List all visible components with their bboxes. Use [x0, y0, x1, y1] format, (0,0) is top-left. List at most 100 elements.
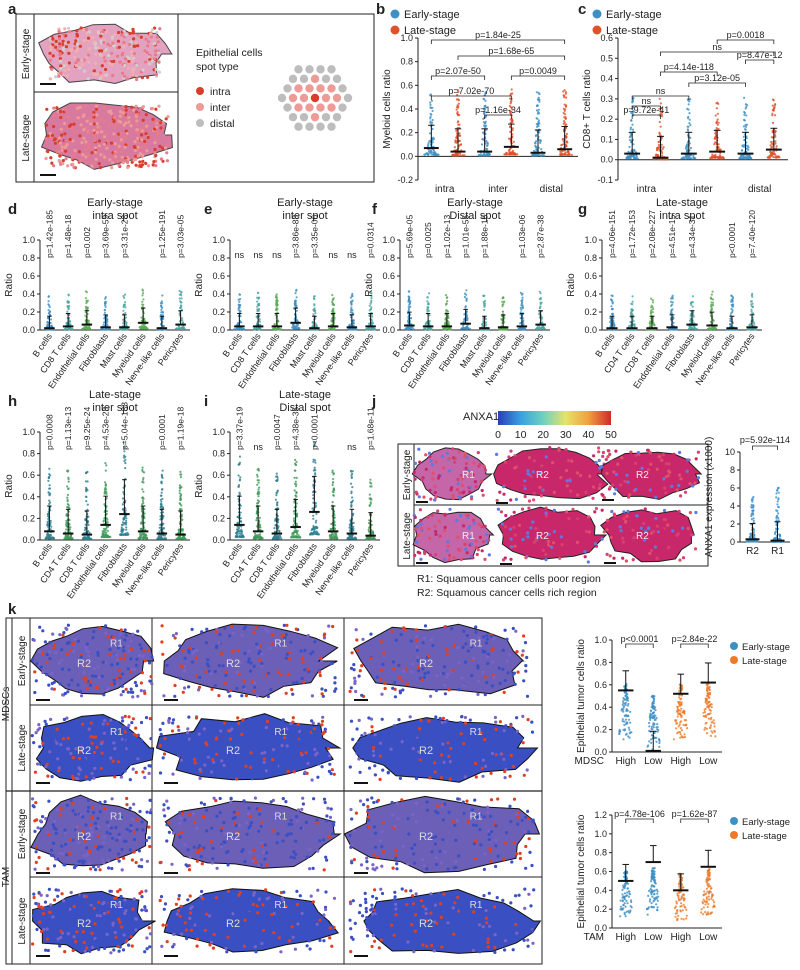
- data-point: [687, 125, 690, 128]
- hex-spot: [327, 65, 336, 74]
- spot: [81, 158, 85, 162]
- data-point: [653, 323, 656, 327]
- data-point: [122, 305, 125, 308]
- data-point: [465, 289, 468, 292]
- data-point: [142, 490, 145, 493]
- data-point: [658, 97, 661, 100]
- data-point: [277, 320, 280, 323]
- data-point: [159, 503, 162, 506]
- data-point: [773, 150, 776, 153]
- data-point: [539, 141, 542, 144]
- spot: [86, 77, 90, 81]
- data-point: [485, 124, 488, 127]
- data-point: [692, 157, 696, 160]
- spot: [110, 35, 114, 40]
- hex-spot: [310, 112, 320, 122]
- spot: [134, 163, 138, 167]
- data-point: [370, 294, 373, 298]
- spot: [140, 133, 144, 137]
- p-value: p=0.0049: [519, 66, 557, 76]
- spot: [132, 108, 136, 112]
- spot: [132, 67, 136, 71]
- data-point: [711, 153, 714, 156]
- data-point: [455, 136, 458, 139]
- spot: [58, 57, 63, 61]
- data-point: [501, 300, 504, 303]
- data-point: [427, 150, 431, 153]
- data-point: [137, 537, 140, 540]
- data-point: [774, 114, 777, 117]
- spot: [84, 27, 88, 31]
- spot: [58, 52, 62, 56]
- spot: [117, 45, 121, 49]
- spot: [113, 152, 117, 156]
- data-point: [48, 487, 52, 490]
- data-point: [160, 480, 163, 483]
- data-point: [48, 494, 51, 497]
- data-point: [162, 527, 166, 530]
- data-point: [744, 125, 748, 128]
- p-value: p=3.12e-05: [694, 73, 740, 83]
- hex-spot: [332, 74, 342, 84]
- data-point: [178, 489, 181, 492]
- data-point: [628, 139, 632, 142]
- data-point: [718, 154, 722, 157]
- spot: [48, 58, 53, 62]
- spot: [130, 105, 134, 109]
- data-point: [537, 108, 541, 111]
- data-point: [691, 295, 695, 298]
- spot: [104, 73, 109, 77]
- spot: [67, 30, 72, 34]
- data-point: [484, 111, 487, 114]
- spot: [118, 110, 123, 114]
- spot: [97, 126, 102, 131]
- legend-dot: [196, 87, 204, 95]
- data-point: [428, 292, 431, 295]
- spot: [73, 148, 77, 153]
- data-point: [49, 519, 52, 523]
- hex-spot: [343, 93, 353, 103]
- data-point: [67, 487, 70, 491]
- hex-spot: [310, 93, 320, 103]
- spot: [138, 164, 142, 168]
- data-point: [774, 156, 777, 159]
- data-point: [503, 300, 506, 303]
- data-point: [183, 537, 186, 541]
- data-point: [611, 294, 614, 298]
- legend-title: Epithelial cells: [196, 47, 263, 59]
- data-point: [483, 108, 486, 111]
- spot: [91, 161, 95, 165]
- data-point: [67, 504, 70, 507]
- data-point: [315, 323, 318, 326]
- data-point: [685, 144, 689, 147]
- data-point: [775, 145, 778, 148]
- spot: [97, 162, 101, 166]
- spot: [72, 122, 76, 126]
- data-point: [565, 126, 568, 129]
- spot: [65, 63, 69, 67]
- data-point: [331, 308, 335, 311]
- data-point: [161, 306, 164, 309]
- spot: [53, 137, 57, 141]
- data-point: [486, 143, 489, 147]
- data-point: [540, 148, 543, 151]
- hex-spot: [338, 103, 347, 112]
- spot: [119, 138, 123, 142]
- data-point: [428, 132, 432, 135]
- spot: [97, 139, 101, 143]
- p-value: ns: [253, 250, 263, 260]
- data-point: [481, 138, 484, 141]
- spot: [130, 160, 134, 164]
- spot: [94, 157, 98, 161]
- spot: [63, 68, 67, 73]
- spot: [58, 110, 63, 114]
- y-tick-label: 0.4: [400, 104, 413, 114]
- spot: [53, 75, 58, 79]
- data-point: [240, 535, 243, 538]
- data-point: [237, 485, 240, 488]
- data-point: [456, 114, 460, 117]
- spot: [89, 122, 93, 126]
- data-point: [713, 143, 716, 146]
- data-point: [534, 142, 537, 145]
- y-tick-label: 0.2: [584, 307, 597, 317]
